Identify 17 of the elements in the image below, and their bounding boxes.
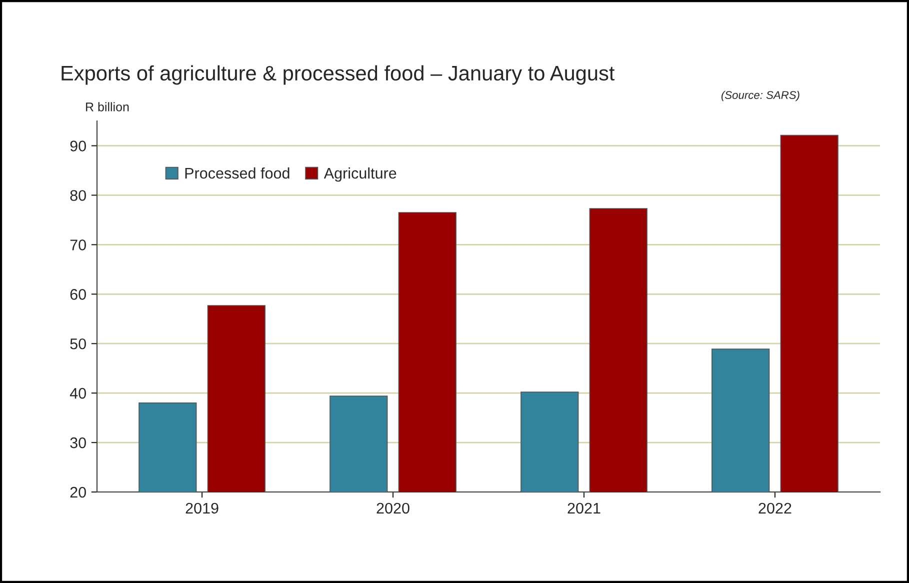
x-tick-label: 2021 xyxy=(568,502,600,514)
y-tick-label: 90 xyxy=(70,140,86,152)
y-tick-label: 40 xyxy=(70,388,86,399)
y-tick-label: 70 xyxy=(70,240,86,250)
y-tick-label: 30 xyxy=(70,437,86,448)
legend-label: Agriculture xyxy=(324,167,396,182)
legend-label: Processed food xyxy=(185,167,290,179)
x-tick-label: 2022 xyxy=(758,502,792,514)
y-tick-label: 80 xyxy=(70,190,86,201)
y-tick-label: 60 xyxy=(70,289,86,300)
y-tick-label: 50 xyxy=(70,338,86,350)
y-tick-label: 20 xyxy=(70,486,86,498)
text: (Source: SARS) xyxy=(721,90,800,102)
y-axis-title: R billion xyxy=(86,102,129,112)
chart-title: Exports of agriculture & processed food – January to August xyxy=(62,65,615,85)
x-tick-label: 2020 xyxy=(376,502,410,514)
x-tick-label: 2019 xyxy=(186,502,218,514)
